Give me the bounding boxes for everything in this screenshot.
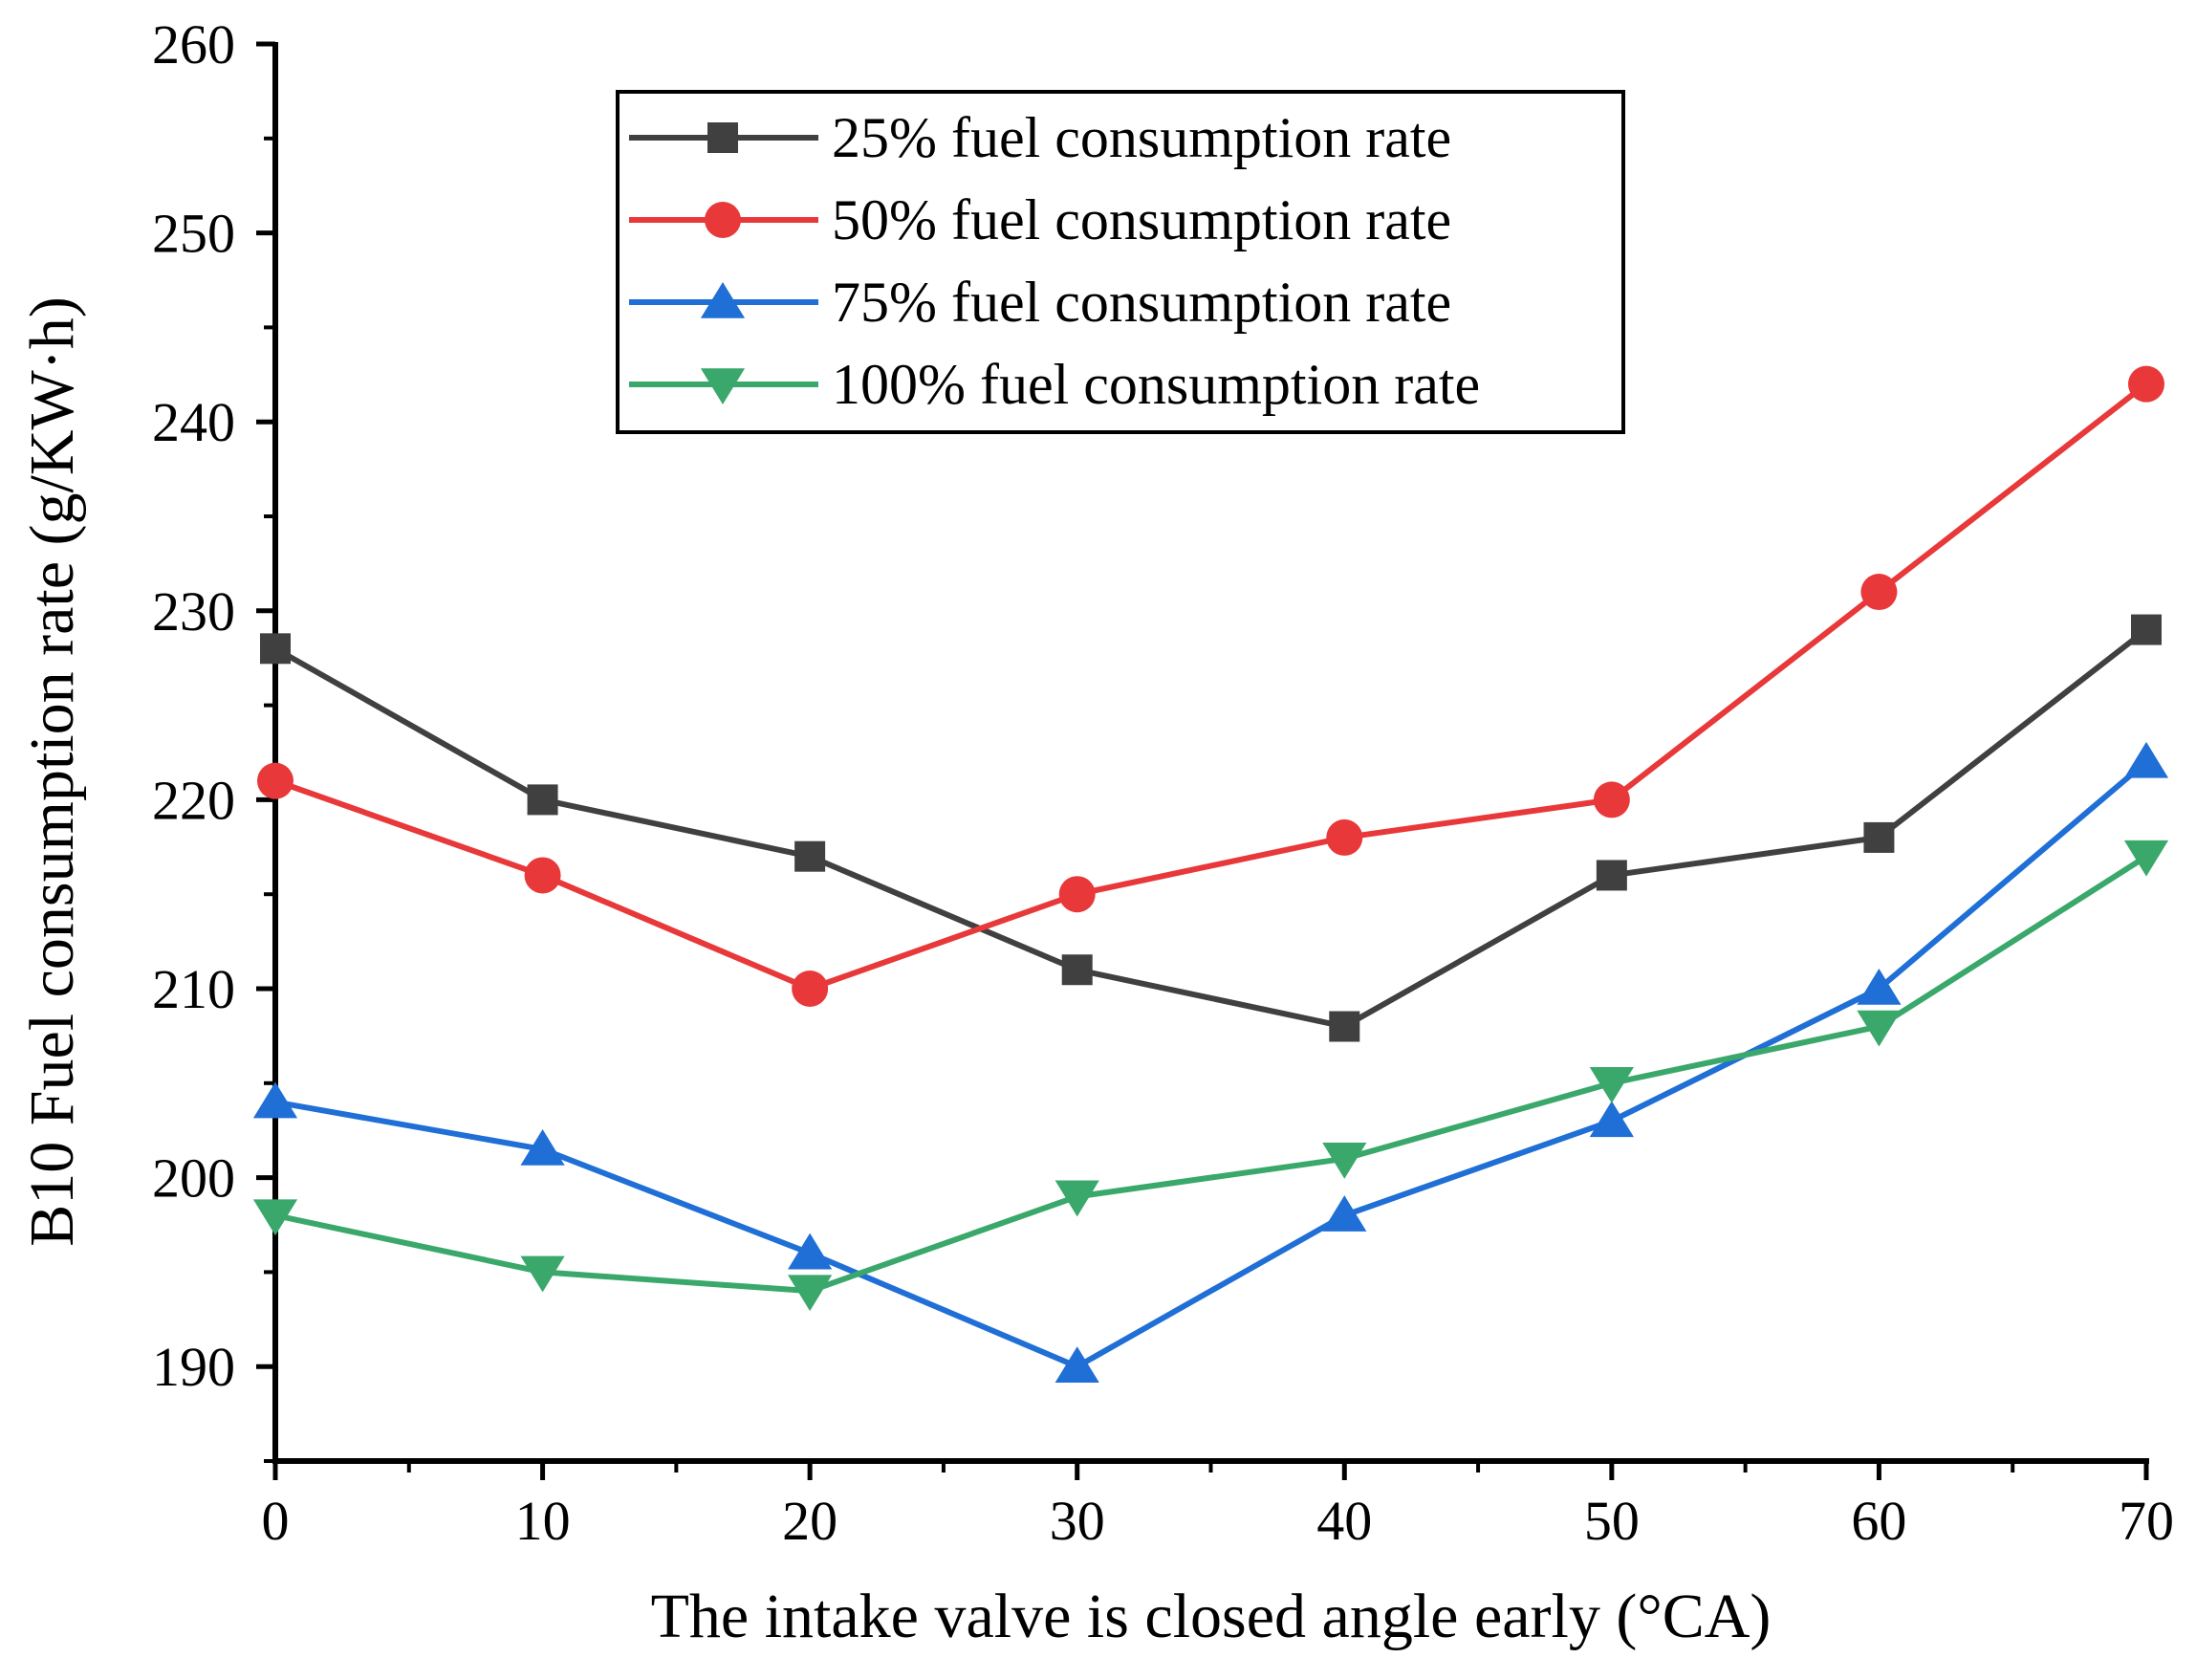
y-tick-label: 220 xyxy=(152,769,235,831)
legend-box xyxy=(616,90,1625,434)
series-4 xyxy=(252,840,2169,1312)
x-tick-label: 20 xyxy=(782,1490,837,1552)
data-point xyxy=(788,1275,833,1312)
legend-item: 75% fuel consumption rate xyxy=(629,271,1451,334)
x-tick-label: 40 xyxy=(1316,1490,1372,1552)
data-point xyxy=(1857,1010,1902,1047)
y-tick-label: 250 xyxy=(152,203,235,265)
data-point xyxy=(1329,1011,1360,1042)
legend-marker xyxy=(705,202,741,238)
legend-marker xyxy=(707,122,738,153)
y-tick-label: 230 xyxy=(152,580,235,643)
data-point xyxy=(788,1233,833,1270)
series-2 xyxy=(257,365,2164,1007)
x-axis-ticks: 0 10 20 30 40 50 60 70 xyxy=(262,1461,2174,1552)
data-point xyxy=(2128,365,2164,403)
data-point xyxy=(792,971,829,1007)
data-point xyxy=(2123,741,2169,778)
data-point xyxy=(1322,1195,1367,1232)
data-point xyxy=(520,1128,565,1166)
series-line xyxy=(274,759,2148,1370)
y-axis-title: B10 Fuel consumption rate (g/KW·h) xyxy=(17,296,87,1246)
y-axis-ticks: 190 200 210 220 230 240 250 260 xyxy=(152,13,275,1463)
series-3 xyxy=(252,741,2169,1383)
data-point xyxy=(2131,614,2162,645)
data-point xyxy=(1860,574,1898,611)
legend-item: 100% fuel consumption rate xyxy=(629,353,1480,416)
data-point xyxy=(1058,876,1096,913)
data-point xyxy=(524,857,561,894)
x-tick-label: 60 xyxy=(1851,1490,1906,1552)
data-point xyxy=(260,633,291,665)
data-point xyxy=(520,1255,565,1293)
y-tick-label: 200 xyxy=(152,1147,235,1210)
x-tick-label: 0 xyxy=(262,1490,290,1552)
series-1 xyxy=(260,614,2162,1042)
x-tick-label: 30 xyxy=(1050,1490,1105,1552)
series-line xyxy=(274,382,2148,992)
legend-marker xyxy=(700,282,746,318)
series-line xyxy=(273,627,2148,1030)
data-point xyxy=(1863,821,1895,853)
x-tick-label: 10 xyxy=(515,1490,571,1552)
data-point xyxy=(257,762,294,799)
x-axis-title: The intake valve is closed angle early (… xyxy=(651,1582,1772,1651)
legend: 25% fuel consumption rate 50% fuel consum… xyxy=(616,90,1625,434)
data-point xyxy=(1857,969,1902,1005)
data-point xyxy=(1326,818,1363,856)
y-tick-label: 190 xyxy=(152,1336,235,1398)
legend-label: 25% fuel consumption rate xyxy=(832,106,1451,169)
data-point xyxy=(794,840,826,872)
legend-label: 75% fuel consumption rate xyxy=(832,271,1451,334)
data-point xyxy=(527,784,558,816)
series-line xyxy=(274,854,2148,1295)
data-point xyxy=(1589,1067,1634,1103)
data-point xyxy=(252,1081,298,1119)
data-point xyxy=(1589,1101,1634,1138)
data-point xyxy=(1322,1143,1367,1179)
data-point xyxy=(1055,1180,1099,1217)
legend-label: 100% fuel consumption rate xyxy=(832,353,1480,416)
data-point xyxy=(1593,781,1630,818)
x-tick-label: 50 xyxy=(1584,1490,1640,1552)
legend-marker xyxy=(700,368,746,404)
legend-item: 25% fuel consumption rate xyxy=(629,106,1451,169)
y-tick-label: 210 xyxy=(152,958,235,1020)
legend-label: 50% fuel consumption rate xyxy=(832,188,1451,251)
data-point xyxy=(1055,1346,1099,1383)
y-tick-label: 240 xyxy=(152,391,235,453)
data-point xyxy=(1596,860,1627,891)
data-point xyxy=(2123,840,2169,877)
data-point xyxy=(252,1199,298,1236)
series-layer xyxy=(252,365,2169,1383)
data-point xyxy=(1061,954,1093,986)
y-tick-label: 260 xyxy=(152,13,235,76)
legend-item: 50% fuel consumption rate xyxy=(629,188,1451,251)
x-tick-label: 70 xyxy=(2119,1490,2174,1552)
